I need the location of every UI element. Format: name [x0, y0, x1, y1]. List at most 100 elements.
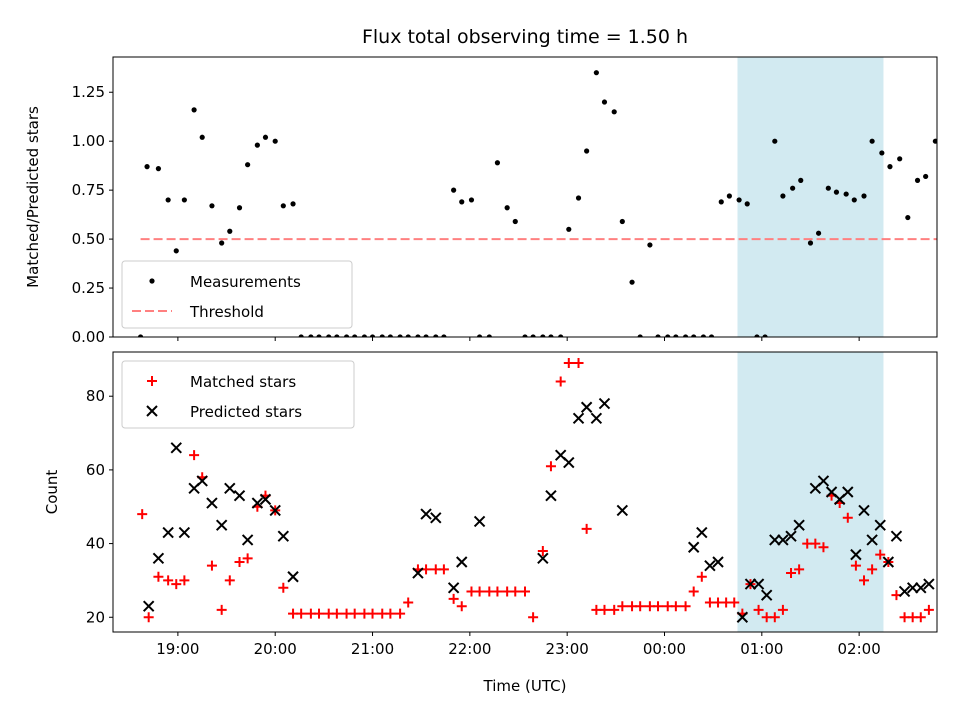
y-tick-label: 20 [86, 608, 105, 626]
predicted-stars-point [777, 534, 789, 546]
predicted-stars-point [769, 534, 781, 546]
measurement-point [637, 334, 643, 337]
measurement-point [245, 162, 251, 168]
measurement-point [611, 109, 617, 115]
y-tick-label: 0.00 [72, 328, 105, 346]
axes-frame [112, 351, 938, 633]
measurement-point [308, 334, 314, 337]
matched-stars-point [818, 542, 829, 553]
x-tick-label: 00:00 [643, 640, 686, 658]
legend-label: Matched stars [190, 373, 296, 391]
measurement-point [468, 197, 475, 203]
x-tick-label: 20:00 [254, 640, 297, 658]
predicted-stars-point [882, 556, 895, 568]
measurement-point [718, 199, 724, 205]
matched-stars-point [403, 597, 414, 608]
measurement-point [254, 142, 260, 148]
y-tick-label: 0.50 [72, 230, 105, 248]
measurement-point [298, 334, 304, 337]
predicted-stars-point [874, 519, 886, 531]
predicted-stars-point [215, 519, 228, 531]
measurement-point [343, 334, 350, 337]
matched-stars-point [385, 608, 396, 619]
measurement-point [334, 334, 340, 337]
matched-stars-point [349, 608, 360, 619]
matched-stars-point [599, 604, 610, 615]
predicted-stars-point [906, 582, 919, 594]
predicted-stars-point [744, 578, 757, 590]
legend-marker-matched [147, 376, 157, 386]
predicted-stars-point [572, 412, 585, 425]
predicted-stars-point [430, 512, 442, 524]
measurement-point [726, 193, 732, 199]
measurement-point [494, 160, 501, 166]
matched-stars-point [474, 586, 485, 597]
predicted-stars-point [178, 526, 191, 539]
measurement-point [236, 205, 243, 211]
measurement-point [361, 334, 368, 337]
measurement-point [584, 148, 590, 154]
matched-stars-point [448, 593, 459, 604]
predicted-stars-point [866, 534, 878, 546]
matched-stars-point [680, 601, 691, 612]
measurement-point [387, 334, 393, 337]
matched-stars-point [438, 564, 449, 575]
matched-stars-point [296, 608, 307, 619]
measurement-point [575, 195, 582, 201]
measurement-point [914, 177, 921, 183]
matched-stars-point [635, 601, 646, 612]
legend-label: Measurements [190, 273, 301, 291]
series-measurements [137, 70, 937, 337]
matched-stars-point [859, 575, 870, 586]
matched-stars-point [769, 612, 780, 623]
measurement-point [280, 203, 286, 209]
x-tick-label: 22:00 [448, 640, 491, 658]
y-tick-label: 60 [86, 461, 105, 479]
measurement-point [798, 177, 804, 183]
matched-stars-point [810, 538, 821, 549]
measurement-point [191, 107, 197, 113]
measurement-point [923, 173, 929, 180]
predicted-stars-point [241, 534, 254, 546]
measurement-point [209, 203, 215, 209]
matched-stars-point [163, 575, 174, 586]
matched-stars-point [850, 560, 861, 571]
legend-marker-predicted [146, 405, 158, 417]
predicted-stars-point [616, 504, 629, 517]
matched-stars-point [786, 568, 797, 579]
axes-frame [112, 56, 938, 338]
predicted-stars-point [259, 493, 272, 506]
predicted-stars-point [224, 482, 236, 495]
bottom-panel: 20 40 60 80 19:00 20:00 21:00 22:00 23:00 00:00 01… [43, 351, 938, 695]
matched-stars-point [794, 564, 805, 575]
predicted-stars-point [447, 582, 460, 594]
matched-stars-point [216, 604, 227, 615]
legend-label: Threshold [189, 303, 264, 321]
predicted-stars-point [858, 504, 870, 517]
matched-stars-point [545, 461, 556, 472]
y-tick-label: 1.25 [72, 83, 105, 101]
measurement-point [459, 199, 465, 205]
measurement-point [144, 164, 150, 170]
matched-stars-point [171, 579, 182, 590]
predicted-stars-point [590, 412, 603, 425]
measurement-point [754, 334, 760, 337]
measurement-point [558, 334, 564, 337]
predicted-stars-point [752, 578, 765, 590]
matched-stars-point [537, 545, 548, 556]
matched-stars-point [179, 575, 190, 586]
chart-title: Flux total observing time = 1.50 h [362, 26, 688, 48]
predicted-stars-point [233, 489, 246, 502]
matched-stars-point [331, 608, 342, 619]
matched-stars-point [242, 553, 253, 564]
series-predicted-stars [142, 397, 935, 623]
x-tick-label: 23:00 [546, 640, 589, 658]
x-axis-label: Time (UTC) [483, 677, 567, 695]
predicted-stars-point [842, 486, 854, 498]
measurement-point [173, 248, 179, 254]
measurement-point [155, 166, 162, 172]
matched-stars-point [395, 608, 406, 619]
measurement-point [316, 334, 322, 337]
measurement-point [165, 197, 171, 203]
